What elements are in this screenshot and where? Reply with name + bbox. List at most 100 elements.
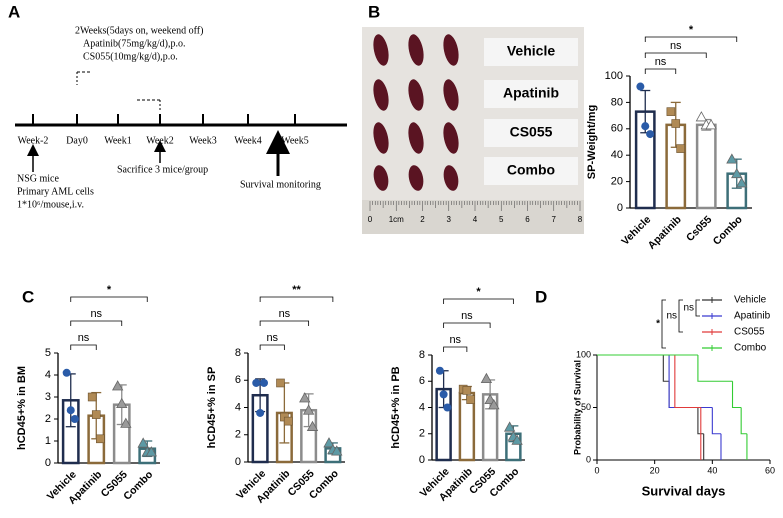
survival-step — [697, 355, 733, 382]
significance-bracket — [70, 320, 123, 326]
y-tick-label: 2 — [45, 413, 51, 425]
panel-label: D — [535, 287, 547, 306]
data-point — [256, 408, 265, 417]
y-tick-label: 8 — [419, 349, 425, 361]
x-axis-label: Survival days — [642, 483, 726, 498]
data-point — [302, 404, 315, 415]
data-point — [283, 416, 293, 426]
significance-label: ns — [670, 40, 682, 52]
data-point — [145, 446, 158, 457]
y-axis-label: hCD45+% in BM — [16, 366, 28, 450]
y-tick-label: 50 — [581, 402, 591, 412]
y-tick-label: 100 — [576, 349, 591, 359]
significance-bracket — [443, 298, 514, 304]
y-tick-label: 2 — [419, 428, 425, 440]
spleen — [443, 34, 459, 66]
injection-text: 1*10⁶/mouse,i.v. — [17, 199, 84, 210]
significance-bracket — [661, 299, 666, 349]
y-tick-label: 4 — [45, 369, 51, 381]
spleen — [373, 122, 389, 154]
data-point — [636, 82, 645, 91]
data-point — [705, 119, 717, 130]
data-point — [276, 378, 285, 388]
injection-text: NSG mice — [17, 173, 60, 184]
data-point — [671, 119, 681, 128]
survival-step — [697, 407, 704, 435]
timeline-label: Week1 — [104, 135, 132, 146]
significance-label: * — [107, 284, 112, 296]
y-tick-label: 6 — [235, 374, 241, 386]
data-point — [260, 378, 269, 387]
data-point — [306, 420, 319, 431]
data-point — [70, 415, 79, 423]
y-tick-label: 1 — [45, 435, 51, 447]
spleen — [408, 122, 424, 154]
x-tick-label: 60 — [765, 465, 775, 475]
y-axis-label: hCD45+% in PB — [390, 366, 402, 448]
bar — [695, 123, 717, 210]
label-box — [484, 157, 578, 185]
treatment-text: 2Weeks(5days on, weekend off) — [75, 25, 203, 36]
spleen — [408, 165, 424, 191]
label-box — [484, 38, 578, 66]
photo-label: Vehicle — [507, 43, 555, 59]
y-tick-label: 8 — [235, 347, 241, 359]
photo-label: CS055 — [510, 124, 553, 140]
spleen — [373, 34, 389, 66]
data-point — [511, 434, 523, 445]
survival-step — [662, 355, 670, 382]
spleen-photo: Vehicle Apatinib CS055 Combo 0 1cm 2 3 4 5 6 7 8 — [362, 27, 584, 234]
y-tick-label: 0 — [419, 454, 425, 466]
y-tick-label: 0 — [45, 457, 51, 469]
spleen — [443, 165, 459, 191]
ruler-label: 7 — [552, 215, 557, 224]
y-tick-label: 40 — [611, 149, 623, 161]
significance-bracket — [678, 299, 683, 333]
sacrifice-text: Sacrifice 3 mice/group — [117, 164, 208, 175]
y-axis-label: hCD45+% in SP — [206, 367, 218, 449]
data-point — [111, 380, 124, 391]
y-tick-label: 60 — [611, 123, 623, 135]
timeline-label: Day0 — [66, 135, 88, 146]
spleen — [443, 122, 459, 154]
significance-label: ns — [449, 334, 461, 346]
y-tick-label: 0 — [235, 456, 241, 468]
significance-label: ** — [292, 284, 301, 296]
significance-label: ns — [655, 56, 667, 68]
y-tick-label: 2 — [235, 429, 241, 441]
ruler-label: 3 — [447, 215, 452, 224]
significance-bracket — [259, 296, 334, 302]
legend-label: Apatinib — [734, 311, 771, 322]
survival-step — [668, 381, 698, 409]
y-tick-label: 3 — [45, 391, 51, 403]
data-point — [666, 107, 676, 116]
data-point — [646, 130, 655, 139]
label-box — [484, 80, 578, 108]
x-tick-label: Apatinib — [646, 214, 684, 252]
data-point — [96, 434, 105, 444]
survival-text: Survival monitoring — [240, 179, 321, 190]
photo-label: Apatinib — [503, 85, 559, 101]
survival-step — [740, 407, 747, 435]
data-point — [137, 437, 149, 448]
data-point — [480, 372, 493, 384]
spleen — [373, 165, 389, 191]
significance-bracket — [644, 36, 738, 42]
photo-label: Combo — [507, 162, 555, 178]
significance-label: ns — [666, 311, 677, 322]
significance-bracket — [695, 299, 700, 317]
survival-step — [674, 355, 701, 409]
significance-bracket — [644, 68, 677, 74]
ruler-label: 6 — [525, 215, 530, 224]
y-tick-label: 5 — [45, 347, 51, 359]
significance-label: ns — [266, 332, 278, 344]
data-point — [66, 406, 75, 415]
treatment-text: Apatinib(75mg/kg/d),p.o. — [83, 38, 186, 49]
ruler-label: 8 — [578, 215, 583, 224]
data-point — [462, 386, 472, 395]
significance-bracket — [443, 346, 468, 352]
timeline-label: Week4 — [234, 135, 262, 146]
ruler — [362, 200, 584, 234]
y-tick-label: 100 — [605, 70, 623, 82]
